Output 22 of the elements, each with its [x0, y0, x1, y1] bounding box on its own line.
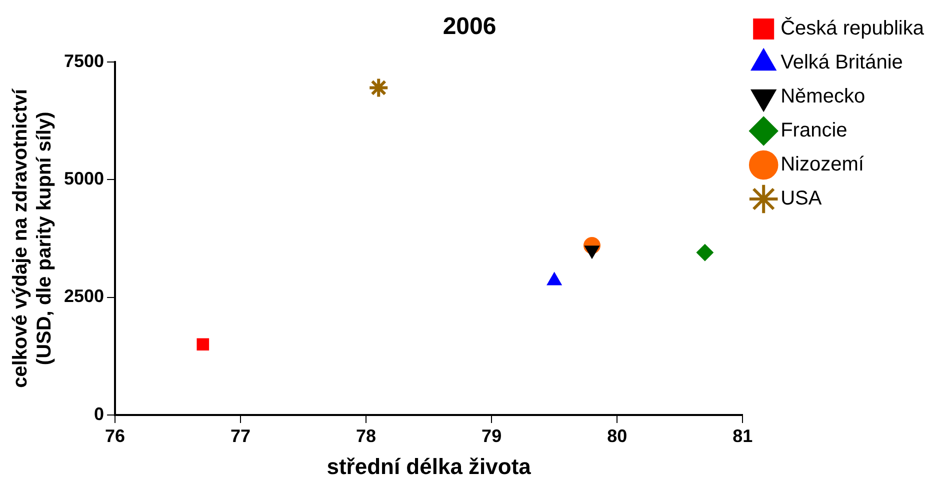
point: [196, 338, 210, 351]
legend-label: Nizozemí: [780, 154, 864, 176]
point: [368, 77, 390, 98]
x-tick-label: 79: [482, 426, 502, 446]
point: [696, 244, 714, 262]
legend-label: Velká Británie: [780, 52, 903, 74]
x-tick-label: 78: [356, 426, 376, 446]
chart-title: 2006: [442, 13, 496, 40]
legend-label: Německo: [780, 86, 866, 108]
x-tick-label: 80: [607, 426, 628, 446]
x-tick-label: 81: [732, 426, 753, 446]
x-tick-label: 76: [105, 426, 126, 446]
y-tick-label: 0: [94, 404, 104, 424]
legend-label: Česká republika: [780, 16, 925, 40]
y-tick-label: 5000: [64, 168, 104, 188]
y-tick-label: 2500: [64, 286, 104, 306]
legend-label: USA: [780, 188, 822, 210]
y-tick-label: 7500: [64, 50, 104, 71]
y-axis-title: celkové výdaje na zdravotnictví (USD, dle parity kupní síly): [10, 87, 56, 388]
x-tick-label: 77: [230, 426, 251, 446]
x-axis-title: střední délka života: [326, 454, 532, 479]
legend-label: Francie: [780, 120, 848, 142]
